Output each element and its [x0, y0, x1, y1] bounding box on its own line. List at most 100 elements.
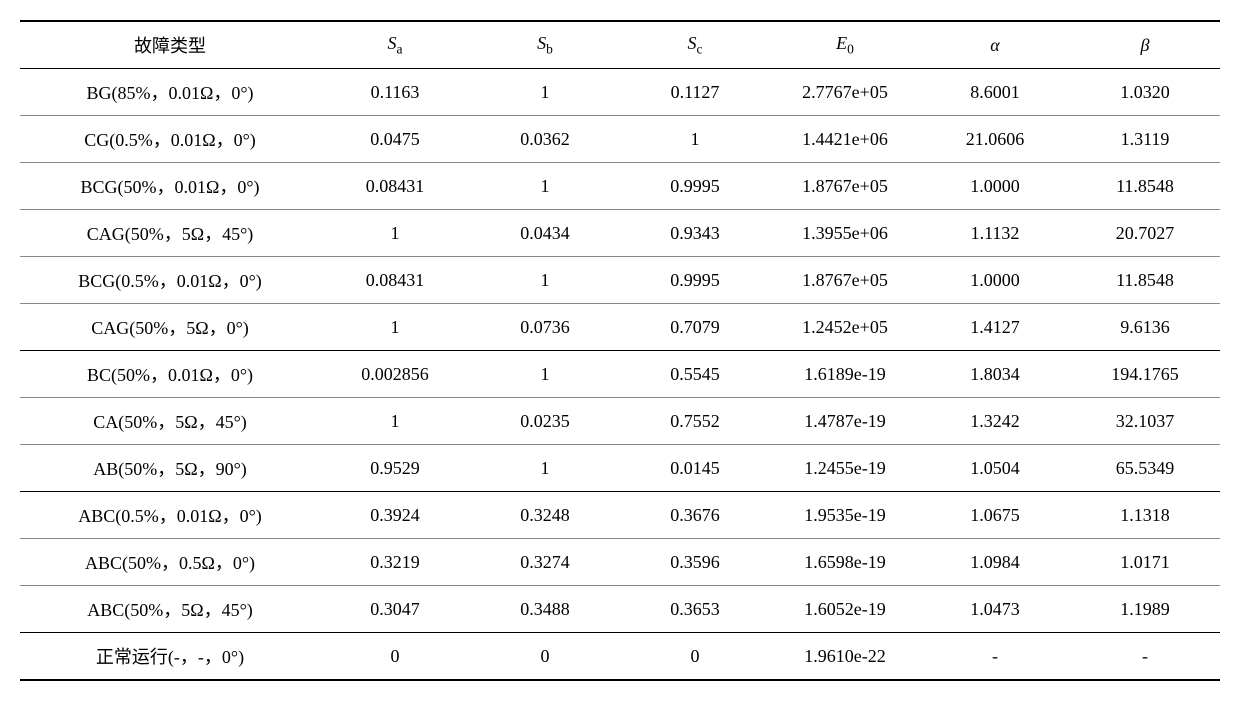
- cell-e0: 1.6189e-19: [770, 351, 920, 398]
- cell-sb: 1: [470, 69, 620, 116]
- cell-sc: 1: [620, 116, 770, 163]
- col-e0: E0: [770, 21, 920, 69]
- cell-beta: 194.1765: [1070, 351, 1220, 398]
- cell-fault_type: CG(0.5%，0.01Ω，0°): [20, 116, 320, 163]
- cell-fault_type: AB(50%，5Ω，90°): [20, 445, 320, 492]
- col-sa: Sa: [320, 21, 470, 69]
- cell-sc: 0.3653: [620, 586, 770, 633]
- cell-sb: 1: [470, 445, 620, 492]
- cell-sc: 0.1127: [620, 69, 770, 116]
- col-sc: Sc: [620, 21, 770, 69]
- table-row: ABC(0.5%，0.01Ω，0°)0.39240.32480.36761.95…: [20, 492, 1220, 539]
- cell-alpha: 21.0606: [920, 116, 1070, 163]
- cell-sa: 1: [320, 210, 470, 257]
- cell-e0: 1.9610e-22: [770, 633, 920, 681]
- cell-e0: 1.3955e+06: [770, 210, 920, 257]
- table-row: CG(0.5%，0.01Ω，0°)0.04750.036211.4421e+06…: [20, 116, 1220, 163]
- cell-sc: 0: [620, 633, 770, 681]
- cell-alpha: 8.6001: [920, 69, 1070, 116]
- cell-sa: 0.3047: [320, 586, 470, 633]
- cell-fault_type: CAG(50%，5Ω，45°): [20, 210, 320, 257]
- cell-e0: 1.9535e-19: [770, 492, 920, 539]
- cell-beta: 20.7027: [1070, 210, 1220, 257]
- cell-e0: 1.2455e-19: [770, 445, 920, 492]
- table-row: BG(85%，0.01Ω，0°)0.116310.11272.7767e+058…: [20, 69, 1220, 116]
- cell-alpha: 1.0984: [920, 539, 1070, 586]
- cell-alpha: 1.1132: [920, 210, 1070, 257]
- cell-sc: 0.7552: [620, 398, 770, 445]
- table-row: CAG(50%，5Ω，0°)10.07360.70791.2452e+051.4…: [20, 304, 1220, 351]
- cell-sa: 0.3924: [320, 492, 470, 539]
- table-row: CA(50%，5Ω，45°)10.02350.75521.4787e-191.3…: [20, 398, 1220, 445]
- cell-e0: 1.6598e-19: [770, 539, 920, 586]
- cell-sa: 1: [320, 304, 470, 351]
- cell-e0: 1.8767e+05: [770, 163, 920, 210]
- cell-sb: 0.3274: [470, 539, 620, 586]
- cell-fault_type: BCG(50%，0.01Ω，0°): [20, 163, 320, 210]
- cell-sc: 0.3596: [620, 539, 770, 586]
- cell-beta: 11.8548: [1070, 257, 1220, 304]
- cell-sa: 0.1163: [320, 69, 470, 116]
- cell-fault_type: ABC(50%，0.5Ω，0°): [20, 539, 320, 586]
- cell-fault_type: BCG(0.5%，0.01Ω，0°): [20, 257, 320, 304]
- cell-sc: 0.9995: [620, 257, 770, 304]
- table-row: BCG(0.5%，0.01Ω，0°)0.0843110.99951.8767e+…: [20, 257, 1220, 304]
- cell-fault_type: BG(85%，0.01Ω，0°): [20, 69, 320, 116]
- cell-beta: 9.6136: [1070, 304, 1220, 351]
- cell-sb: 0.0434: [470, 210, 620, 257]
- cell-alpha: 1.0000: [920, 163, 1070, 210]
- cell-sb: 1: [470, 163, 620, 210]
- cell-sa: 0.002856: [320, 351, 470, 398]
- cell-fault_type: ABC(50%，5Ω，45°): [20, 586, 320, 633]
- cell-fault_type: CAG(50%，5Ω，0°): [20, 304, 320, 351]
- table-body: BG(85%，0.01Ω，0°)0.116310.11272.7767e+058…: [20, 69, 1220, 681]
- cell-beta: 1.1989: [1070, 586, 1220, 633]
- cell-sb: 0.3488: [470, 586, 620, 633]
- cell-sa: 0.0475: [320, 116, 470, 163]
- table-row: CAG(50%，5Ω，45°)10.04340.93431.3955e+061.…: [20, 210, 1220, 257]
- col-sb: Sb: [470, 21, 620, 69]
- cell-sa: 0.08431: [320, 257, 470, 304]
- cell-sc: 0.9343: [620, 210, 770, 257]
- cell-e0: 1.4787e-19: [770, 398, 920, 445]
- cell-alpha: 1.0675: [920, 492, 1070, 539]
- cell-sb: 0.0736: [470, 304, 620, 351]
- cell-fault_type: BC(50%，0.01Ω，0°): [20, 351, 320, 398]
- table-header: 故障类型 Sa Sb Sc E0 α β: [20, 21, 1220, 69]
- cell-beta: 1.3119: [1070, 116, 1220, 163]
- table-row: 正常运行(-，-，0°)0001.9610e-22--: [20, 633, 1220, 681]
- cell-sa: 1: [320, 398, 470, 445]
- cell-beta: 11.8548: [1070, 163, 1220, 210]
- cell-e0: 2.7767e+05: [770, 69, 920, 116]
- table-row: AB(50%，5Ω，90°)0.952910.01451.2455e-191.0…: [20, 445, 1220, 492]
- table-row: BC(50%，0.01Ω，0°)0.00285610.55451.6189e-1…: [20, 351, 1220, 398]
- cell-e0: 1.2452e+05: [770, 304, 920, 351]
- cell-sa: 0.9529: [320, 445, 470, 492]
- cell-sb: 0.0235: [470, 398, 620, 445]
- cell-e0: 1.8767e+05: [770, 257, 920, 304]
- cell-beta: 1.1318: [1070, 492, 1220, 539]
- cell-sb: 0.0362: [470, 116, 620, 163]
- fault-data-table: 故障类型 Sa Sb Sc E0 α β BG(85%，0.01Ω，0°)0.1…: [20, 20, 1220, 681]
- cell-beta: -: [1070, 633, 1220, 681]
- cell-sb: 1: [470, 257, 620, 304]
- cell-beta: 1.0171: [1070, 539, 1220, 586]
- table-row: BCG(50%，0.01Ω，0°)0.0843110.99951.8767e+0…: [20, 163, 1220, 210]
- cell-alpha: 1.0473: [920, 586, 1070, 633]
- cell-alpha: -: [920, 633, 1070, 681]
- header-row: 故障类型 Sa Sb Sc E0 α β: [20, 21, 1220, 69]
- cell-sb: 0.3248: [470, 492, 620, 539]
- cell-beta: 1.0320: [1070, 69, 1220, 116]
- cell-sc: 0.3676: [620, 492, 770, 539]
- cell-alpha: 1.8034: [920, 351, 1070, 398]
- col-fault-type: 故障类型: [20, 21, 320, 69]
- cell-beta: 65.5349: [1070, 445, 1220, 492]
- cell-sc: 0.5545: [620, 351, 770, 398]
- cell-alpha: 1.0000: [920, 257, 1070, 304]
- cell-sb: 0: [470, 633, 620, 681]
- cell-e0: 1.4421e+06: [770, 116, 920, 163]
- cell-sc: 0.7079: [620, 304, 770, 351]
- cell-sc: 0.0145: [620, 445, 770, 492]
- cell-alpha: 1.3242: [920, 398, 1070, 445]
- cell-alpha: 1.0504: [920, 445, 1070, 492]
